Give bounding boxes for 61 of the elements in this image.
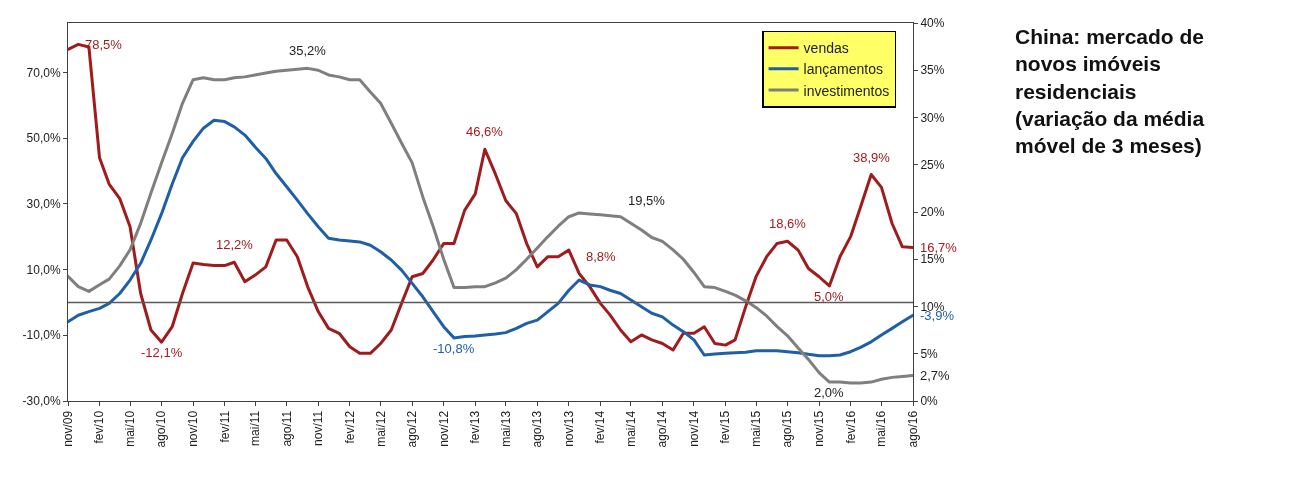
text: China: mercado de novos imóveis residenciais (variação da média móvel de 3 meses) — [1015, 25, 1205, 158]
data-label: 2,7% — [920, 368, 951, 383]
x-tick-label: ago/13 — [530, 410, 545, 448]
y2-tick-label: 15% — [920, 252, 945, 267]
x-tick-label: nov/13 — [561, 410, 576, 447]
x-tick-label: fev/11 — [217, 410, 232, 443]
x-tick-label: ago/10 — [154, 410, 169, 448]
x-tick-label: mai/11 — [248, 410, 263, 446]
data-label: 19,5% — [628, 193, 666, 208]
data-label: 5,0% — [814, 289, 845, 304]
x-tick-label: mai/14 — [623, 410, 638, 447]
x-tick-label: nov/12 — [436, 410, 451, 447]
x-tick-label: ago/14 — [655, 410, 670, 448]
data-label: 16,7% — [920, 240, 958, 255]
x-tick-label: mai/12 — [373, 410, 388, 447]
x-tick-label: ago/11 — [279, 410, 294, 447]
y-tick-label: -10,0% — [22, 328, 61, 343]
legend-label: investimentos — [803, 82, 890, 99]
x-tick-label: ago/16 — [905, 410, 920, 448]
x-tick-label: nov/11 — [311, 410, 326, 446]
x-tick-label: fev/13 — [468, 410, 483, 444]
x-tick-label: fev/15 — [718, 410, 733, 444]
x-tick-label: fev/10 — [92, 410, 107, 444]
x-tick-label: fev/14 — [593, 410, 608, 444]
x-tick-label: fev/16 — [843, 410, 858, 444]
y2-tick-label: 20% — [920, 205, 945, 220]
data-label: 12,2% — [216, 237, 254, 252]
x-tick-label: ago/12 — [405, 410, 420, 448]
x-tick-label: mai/13 — [498, 410, 513, 447]
line-series — [68, 118, 913, 358]
y2-tick-label: 30% — [920, 110, 945, 125]
y-tick-label: 10,0% — [26, 262, 61, 277]
x-tick-label: mai/10 — [122, 410, 137, 447]
data-label: 46,6% — [466, 124, 504, 139]
data-label: 78,5% — [85, 37, 123, 52]
x-tick-label: nov/15 — [811, 410, 826, 447]
y2-tick-label: 35% — [920, 63, 945, 78]
x-tick-label: nov/09 — [60, 410, 75, 447]
legend-label: lançamentos — [803, 61, 883, 78]
data-label: -10,8% — [433, 341, 475, 356]
x-tick-label: mai/15 — [748, 410, 763, 447]
y2-tick-label: 5% — [920, 346, 939, 361]
data-label: -12,1% — [141, 345, 183, 360]
x-tick-label: fev/12 — [342, 410, 357, 444]
x-tick-label: nov/14 — [686, 410, 701, 447]
y-tick-label: 30,0% — [26, 196, 61, 211]
x-tick-label: ago/15 — [780, 410, 795, 448]
data-label: 38,9% — [853, 150, 891, 165]
y2-tick-label: 40% — [920, 16, 945, 31]
data-label: 35,2% — [289, 43, 327, 58]
y2-tick-label: 0% — [920, 394, 939, 409]
y-tick-label: 70,0% — [26, 65, 61, 80]
y-tick-label: 50,0% — [26, 131, 61, 146]
x-tick-label: mai/16 — [874, 410, 889, 447]
y-tick-label: -30,0% — [22, 394, 61, 409]
x-tick-label: nov/10 — [186, 410, 201, 447]
data-label: 2,0% — [814, 385, 845, 400]
data-label: 18,6% — [769, 216, 807, 231]
legend-label: vendas — [803, 40, 849, 57]
y2-tick-label: 25% — [920, 157, 945, 172]
data-label: 8,8% — [586, 249, 617, 264]
